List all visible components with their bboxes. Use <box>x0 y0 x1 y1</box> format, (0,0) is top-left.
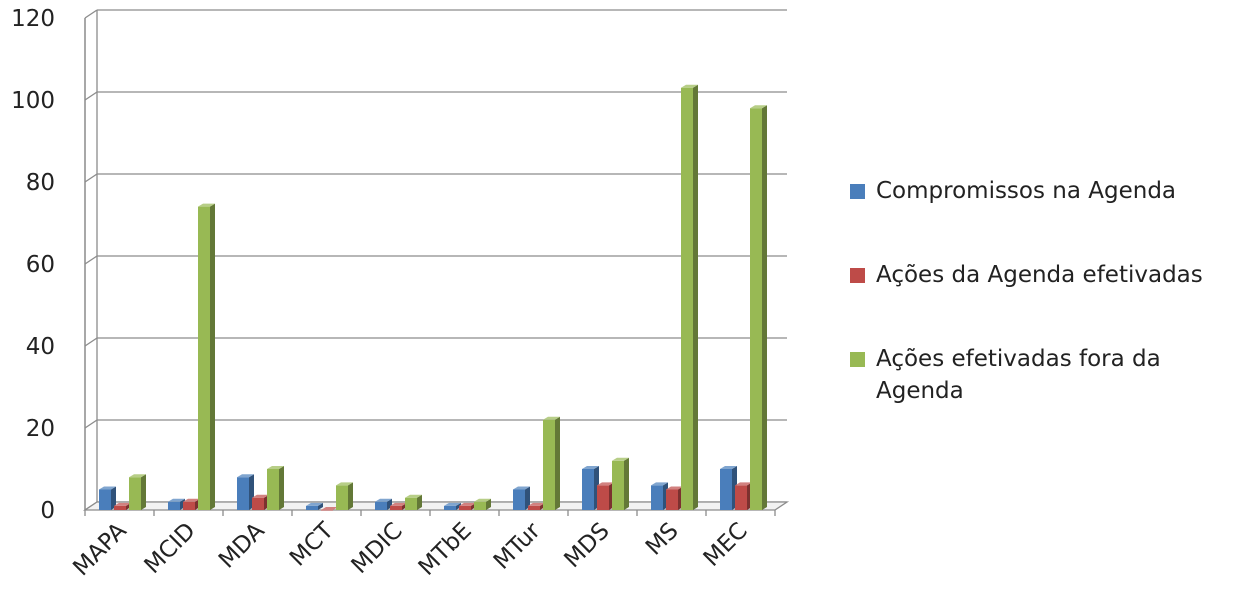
y-tick-label: 0 <box>40 498 55 524</box>
bar <box>168 498 185 510</box>
x-tick-label: MDIC <box>347 518 408 579</box>
x-axis: MAPA MCID MDA MCT MDIC MTbE MTur MDS MS MEC <box>68 510 776 582</box>
x-tick-label: MTur <box>489 517 546 574</box>
x-tick-label: MDS <box>559 518 614 573</box>
bar <box>735 482 752 510</box>
bar <box>198 203 215 510</box>
bar <box>252 494 269 510</box>
bar <box>651 482 668 510</box>
bar <box>336 482 353 510</box>
bar <box>612 457 629 510</box>
gridline-depth <box>84 9 98 19</box>
bars <box>99 84 767 511</box>
y-tick-label: 80 <box>26 170 55 196</box>
gridline-depth <box>84 173 98 183</box>
bar <box>750 105 767 510</box>
x-tick-label: MS <box>641 518 684 561</box>
legend-swatch-acoes-agenda <box>850 268 865 283</box>
bar <box>513 486 530 510</box>
bar <box>681 84 698 510</box>
y-tick-label: 40 <box>26 334 55 360</box>
bar <box>582 466 599 510</box>
y-tick-label: 20 <box>26 416 55 442</box>
x-tick-label: MAPA <box>68 518 132 582</box>
gridline-depth <box>84 337 98 347</box>
y-tick-label: 100 <box>11 88 55 114</box>
legend-item-acoes-fora: Ações efetivadas fora da Agenda <box>850 343 1235 407</box>
y-tick-label: 60 <box>26 252 55 278</box>
y-tick-label: 120 <box>11 6 55 32</box>
bar <box>129 474 146 510</box>
gridline-depth <box>84 419 98 429</box>
legend-item-acoes-agenda: Ações da Agenda efetivadas <box>850 259 1235 291</box>
bar <box>666 486 683 510</box>
legend: Compromissos na Agenda Ações da Agenda e… <box>850 175 1235 407</box>
bar <box>474 498 491 510</box>
legend-label-compromissos: Compromissos na Agenda <box>876 178 1177 204</box>
x-tick-label: MDA <box>214 518 270 574</box>
x-tick-label: MTbE <box>414 518 477 581</box>
bar <box>306 502 323 510</box>
bar <box>375 498 392 510</box>
y-axis: 0 20 40 60 80 100 120 <box>11 6 98 524</box>
gridline-depth <box>84 255 98 265</box>
legend-swatch-compromissos <box>850 184 865 199</box>
bar <box>237 474 254 510</box>
bar <box>543 416 560 510</box>
bar <box>444 502 461 510</box>
bar <box>267 466 284 510</box>
x-tick-label: MCID <box>140 518 201 579</box>
legend-swatch-acoes-fora <box>850 352 865 367</box>
legend-label-acoes-fora: Ações efetivadas fora da Agenda <box>876 346 1161 404</box>
bar <box>321 507 338 511</box>
gridline-depth <box>84 91 98 101</box>
bar <box>597 482 614 510</box>
legend-item-compromissos: Compromissos na Agenda <box>850 175 1235 207</box>
bar <box>99 486 116 510</box>
bar <box>405 494 422 510</box>
bar <box>183 498 200 510</box>
x-tick-label: MEC <box>699 518 753 572</box>
x-tick-label: MCT <box>285 517 339 571</box>
bar <box>720 466 737 510</box>
legend-label-acoes-agenda: Ações da Agenda efetivadas <box>876 262 1203 288</box>
